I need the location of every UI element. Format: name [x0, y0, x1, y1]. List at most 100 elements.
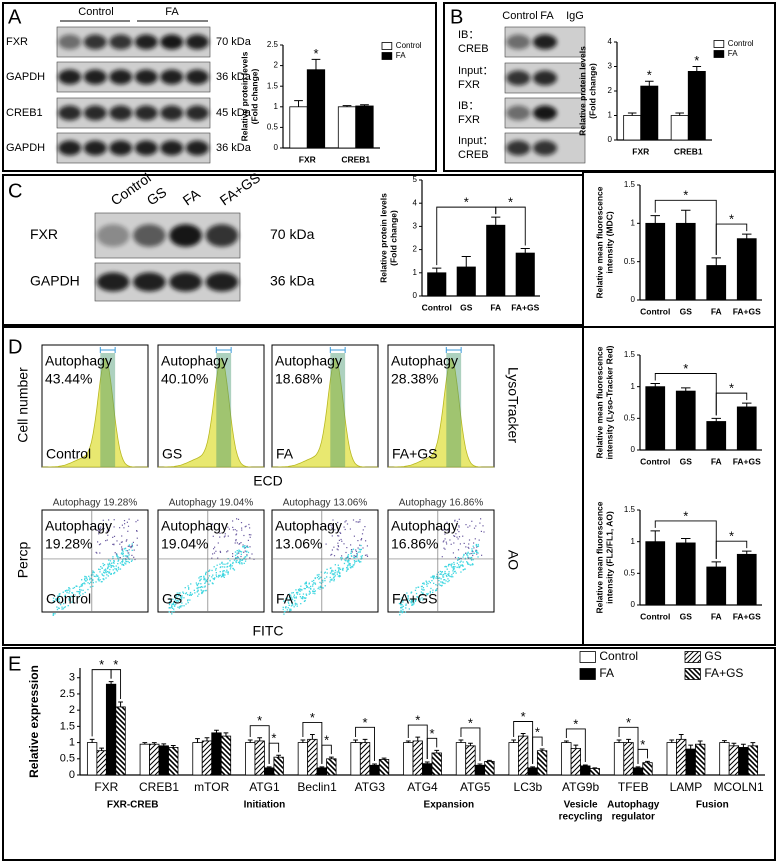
- dot: [76, 590, 78, 593]
- dot: [360, 561, 362, 563]
- dot: [353, 557, 355, 559]
- dot: [248, 523, 250, 526]
- dot: [111, 562, 113, 564]
- gate-region: [216, 353, 232, 467]
- dot: [345, 557, 347, 559]
- dot: [477, 545, 480, 547]
- dot: [437, 577, 440, 579]
- dot: [84, 577, 86, 579]
- dot: [64, 594, 66, 596]
- dot: [109, 563, 111, 565]
- dot: [288, 604, 290, 606]
- dot: [475, 543, 477, 546]
- dot: [243, 547, 246, 549]
- bar: [719, 742, 730, 776]
- dot: [224, 533, 226, 535]
- dot: [332, 574, 334, 576]
- dot: [205, 579, 207, 581]
- dot: [223, 536, 225, 538]
- dot: [458, 557, 461, 560]
- dot: [176, 592, 178, 594]
- error-bar: [434, 749, 440, 753]
- dot: [331, 549, 333, 551]
- dot: [299, 596, 302, 598]
- dot: [338, 539, 340, 541]
- dot: [348, 562, 350, 564]
- dot: [239, 550, 241, 552]
- legend-label: GS: [704, 649, 721, 663]
- dot: [337, 546, 340, 548]
- y-tick-label: 1.5: [624, 180, 636, 189]
- blot-band: [83, 34, 107, 50]
- dot: [339, 572, 341, 574]
- dot: [77, 591, 79, 593]
- dot: [448, 531, 450, 533]
- dot: [72, 597, 74, 599]
- bar: [666, 742, 677, 776]
- dot: [412, 603, 414, 605]
- dot: [209, 569, 211, 571]
- dot: [433, 577, 435, 579]
- dot: [347, 568, 349, 570]
- error-bar: [195, 738, 200, 743]
- dot: [403, 594, 406, 596]
- dot: [462, 556, 464, 558]
- dot: [455, 572, 457, 574]
- dot: [407, 598, 409, 600]
- dot: [100, 581, 102, 583]
- dot: [124, 559, 127, 561]
- error-bar: [645, 80, 654, 87]
- dot: [172, 598, 174, 600]
- dot: [308, 583, 310, 585]
- dot: [443, 540, 445, 542]
- dot: [332, 577, 335, 579]
- dot: [121, 552, 123, 554]
- significance-bracket: [637, 748, 648, 764]
- dot: [216, 575, 218, 578]
- dot: [122, 550, 124, 552]
- dot: [178, 599, 181, 601]
- blot-band: [58, 34, 82, 50]
- dot: [330, 567, 332, 569]
- dot: [240, 522, 243, 524]
- dot: [222, 570, 224, 572]
- dot: [451, 563, 453, 565]
- dot: [242, 544, 244, 546]
- dot: [62, 608, 64, 610]
- dot: [355, 560, 358, 562]
- dot: [359, 550, 361, 552]
- dot: [323, 572, 326, 574]
- dot: [129, 546, 131, 548]
- dot: [175, 594, 177, 597]
- bar: [670, 115, 689, 141]
- gate-percent: 18.68%: [275, 371, 322, 387]
- dot: [120, 541, 122, 543]
- bar: [289, 106, 308, 149]
- y-tick-label: 1: [631, 382, 636, 391]
- dot: [331, 553, 333, 555]
- dot: [420, 585, 423, 588]
- dot: [300, 588, 302, 590]
- dot: [354, 560, 356, 563]
- x-tick-label: ATG5: [460, 780, 491, 794]
- dot: [475, 525, 477, 527]
- dot: [241, 562, 243, 564]
- dot: [229, 564, 232, 567]
- dot: [95, 575, 97, 578]
- dot: [421, 588, 423, 590]
- error-bar: [635, 766, 641, 768]
- dot: [100, 566, 102, 568]
- dot: [236, 530, 238, 532]
- error-bar: [681, 538, 691, 543]
- dot: [313, 582, 315, 584]
- dot: [226, 563, 228, 565]
- dot: [213, 566, 215, 568]
- gate-percent: Autophagy: [391, 518, 458, 534]
- dot: [182, 591, 184, 593]
- dot: [441, 581, 444, 583]
- dot: [106, 574, 108, 576]
- dot: [113, 560, 115, 562]
- dot: [470, 559, 473, 561]
- error-bar: [424, 761, 430, 764]
- dot: [128, 545, 130, 547]
